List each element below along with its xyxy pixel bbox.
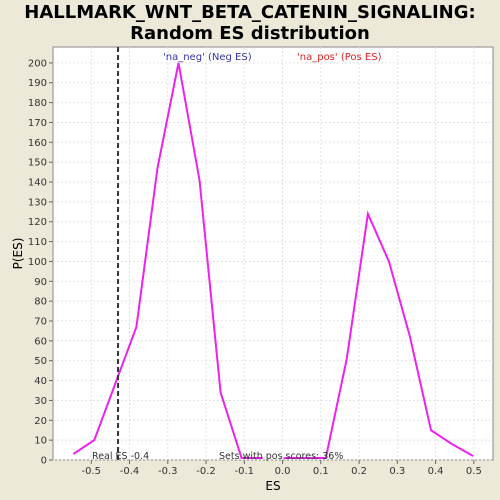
y-axis-label: P(ES) — [11, 238, 25, 270]
y-tick-label: 60 — [34, 336, 47, 347]
y-tick-label: 100 — [28, 257, 47, 268]
y-tick-label: 40 — [34, 376, 47, 387]
x-axis-label: ES — [265, 479, 280, 493]
y-tick-label: 110 — [28, 237, 47, 248]
y-tick-label: 200 — [28, 58, 47, 69]
chart-title-line1: HALLMARK_WNT_BETA_CATENIN_SIGNALING: — [24, 2, 476, 23]
y-tick-label: 170 — [28, 118, 47, 129]
x-tick-label: 0.3 — [389, 466, 405, 477]
ticks: -0.5 -0.4 -0.3 -0.2 -0.1 0.0 0.1 0.2 0.3 0.4 0.5 0 1… — [28, 58, 482, 477]
y-tick-label: 150 — [28, 158, 47, 169]
y-tick-label: 140 — [28, 178, 47, 189]
y-tick-label: 20 — [34, 416, 47, 427]
legend-neg: 'na_neg' (Neg ES) — [163, 52, 252, 63]
y-tick-label: 120 — [28, 217, 47, 228]
pos-scores-annotation: Sets with pos scores: 36% — [219, 451, 343, 462]
series-line-1 — [283, 210, 474, 459]
real-es-label: Real ES -0.4 — [92, 451, 149, 462]
x-tick-label: -0.2 — [196, 466, 216, 477]
x-tick-label: -0.3 — [158, 466, 178, 477]
x-tick-label: -0.1 — [235, 466, 255, 477]
chart-title-line2: Random ES distribution — [130, 23, 370, 44]
x-tick-label: 0.2 — [351, 466, 367, 477]
y-tick-label: 130 — [28, 197, 47, 208]
series-lines — [72, 62, 474, 459]
chart-title: HALLMARK_WNT_BETA_CATENIN_SIGNALING: Ran… — [0, 2, 500, 44]
y-tick-label: 80 — [34, 297, 47, 308]
y-tick-label: 50 — [34, 356, 47, 367]
y-tick-label: 90 — [34, 277, 47, 288]
y-tick-label: 10 — [34, 436, 47, 447]
y-tick-label: 70 — [34, 317, 47, 328]
y-tick-label: 30 — [34, 396, 47, 407]
x-tick-label: 0.0 — [275, 466, 291, 477]
y-tick-label: 160 — [28, 138, 47, 149]
y-tick-label: 0 — [41, 456, 47, 467]
series-line-0 — [72, 62, 263, 459]
grid — [53, 47, 493, 461]
x-tick-label: -0.5 — [82, 466, 102, 477]
x-tick-label: 0.5 — [466, 466, 482, 477]
y-tick-label: 180 — [28, 98, 47, 109]
x-tick-label: -0.4 — [120, 466, 140, 477]
plot-area — [52, 46, 494, 461]
legend-pos: 'na_pos' (Pos ES) — [297, 52, 382, 63]
x-tick-label: 0.1 — [313, 466, 329, 477]
y-tick-label: 190 — [28, 78, 47, 89]
x-tick-label: 0.4 — [428, 466, 444, 477]
